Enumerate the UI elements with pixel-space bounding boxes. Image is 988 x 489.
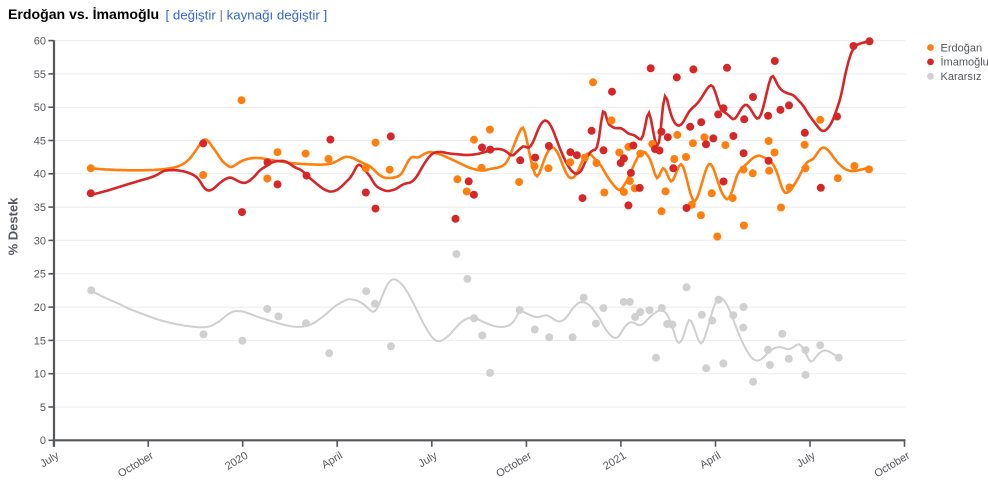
svg-text:55: 55 [34,69,46,81]
svg-text:0: 0 [40,435,46,447]
svg-text:25: 25 [34,269,46,281]
svg-text:5: 5 [40,402,46,414]
svg-text:% Destek: % Destek [6,197,21,256]
svg-text:15: 15 [34,335,46,347]
svg-text:Erdoğan vs. İmamoğlu: Erdoğan vs. İmamoğlu [8,6,159,22]
svg-text:[ değiştir | kaynağı değiştir: [ değiştir | kaynağı değiştir ] [166,8,328,23]
svg-text:Erdoğan: Erdoğan [941,42,983,54]
svg-text:10: 10 [34,369,46,381]
svg-text:45: 45 [34,135,46,147]
svg-text:Kararsız: Kararsız [941,71,982,83]
svg-text:20: 20 [34,302,46,314]
svg-text:40: 40 [34,169,46,181]
svg-text:60: 60 [34,36,46,48]
svg-text:50: 50 [34,102,46,114]
svg-text:İmamoğlu: İmamoğlu [941,56,988,69]
svg-text:30: 30 [34,235,46,247]
svg-text:35: 35 [34,202,46,214]
